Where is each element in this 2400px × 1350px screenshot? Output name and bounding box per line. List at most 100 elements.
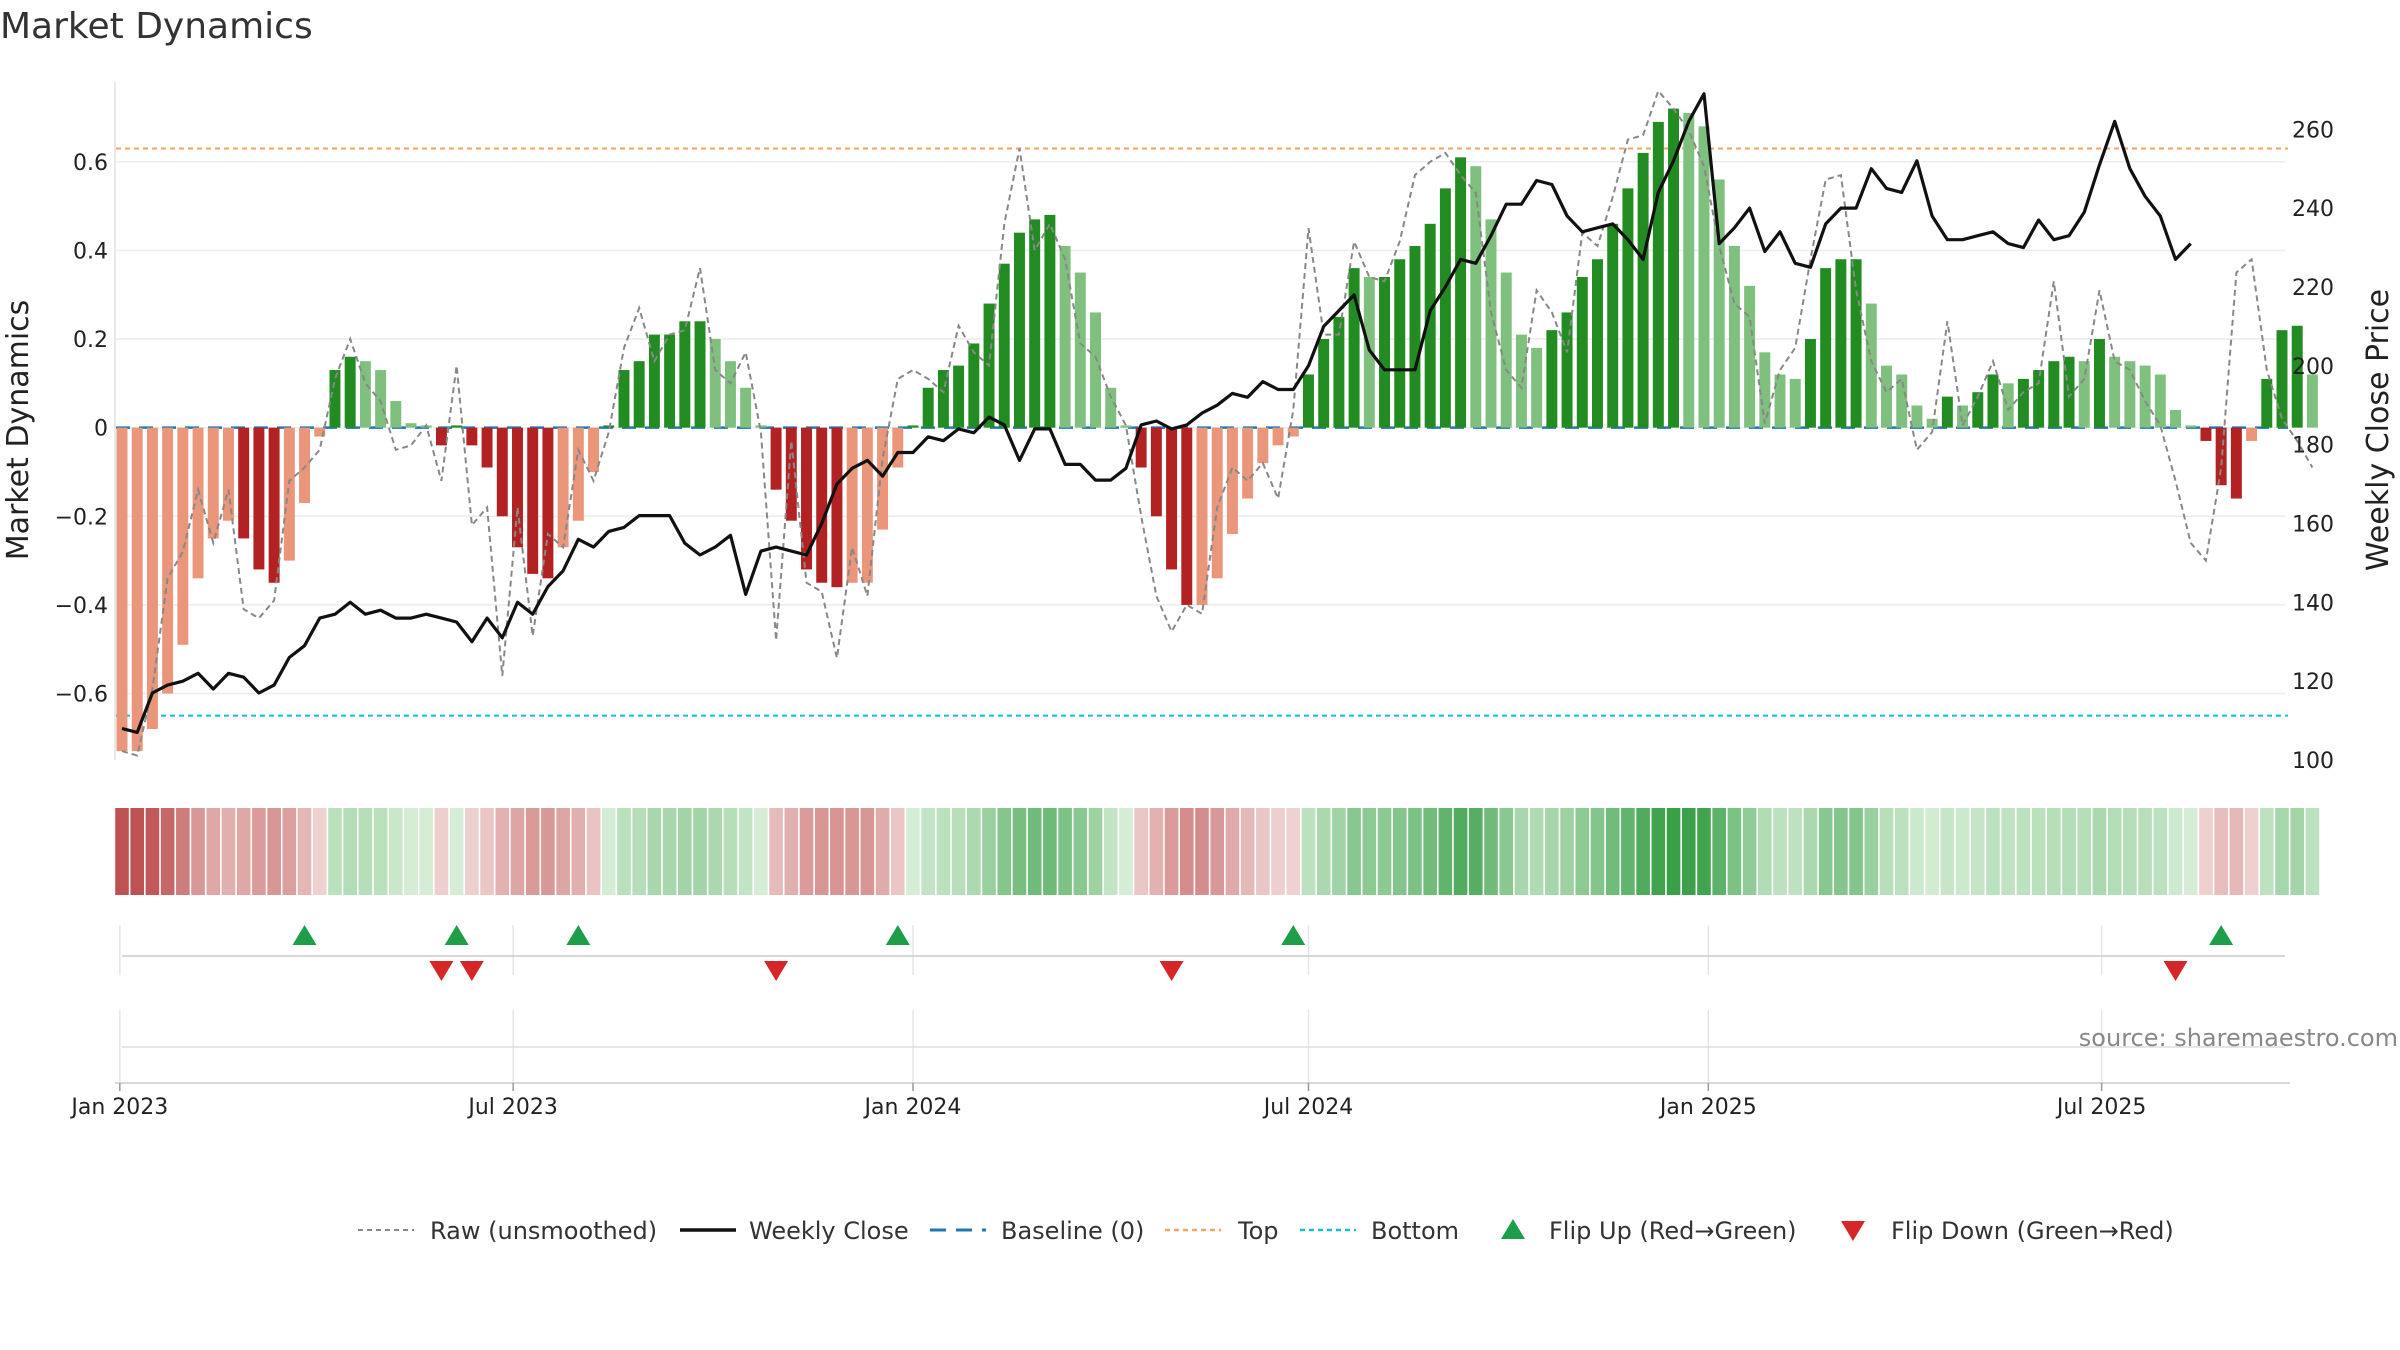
heat-cell (176, 808, 190, 895)
heat-cell (449, 808, 464, 895)
heat-cell (434, 808, 449, 895)
dynamics-bar (1333, 316, 1345, 428)
dynamics-bar (1896, 374, 1908, 428)
heat-cell (632, 808, 646, 895)
heat-cell (2214, 808, 2228, 895)
dynamics-bar (1439, 188, 1451, 428)
dynamics-bar (1941, 396, 1953, 428)
heat-cell (1925, 808, 1939, 895)
dynamics-bar (1181, 427, 1193, 605)
heat-cell (1529, 808, 1544, 895)
y-tick-label: 0.4 (73, 239, 108, 264)
heat-cell (1362, 808, 1377, 895)
dynamics-bar (146, 427, 158, 729)
dynamics-bar (359, 361, 371, 428)
heat-cell (404, 808, 418, 895)
dynamics-bar (2078, 361, 2090, 428)
y-tick-label: −0.2 (55, 505, 108, 530)
heat-cell (1727, 808, 1742, 895)
dynamics-bar (405, 423, 417, 428)
heat-cell (1955, 808, 1970, 895)
heat-cell (1392, 808, 1407, 895)
flip-down-marker (459, 961, 484, 981)
left-axis-label: Market Dynamics (1, 300, 36, 561)
dynamics-bar (1713, 179, 1725, 428)
dynamics-bar (2048, 361, 2060, 428)
heat-cell (282, 808, 297, 895)
dynamics-bar (1074, 272, 1086, 428)
dynamics-bar (496, 427, 508, 517)
dynamics-bar (953, 365, 965, 428)
heat-cell (2138, 808, 2152, 895)
dynamics-bar (481, 427, 493, 468)
dynamics-bar (1226, 427, 1238, 534)
dynamics-bar (892, 427, 904, 468)
heat-cell (1347, 808, 1361, 895)
heat-cell (662, 808, 677, 895)
dynamics-bar (664, 334, 676, 428)
heat-cell (1240, 808, 1255, 895)
dynamics-bar (1957, 405, 1969, 428)
dynamics-bar (1576, 276, 1588, 428)
dynamics-bar (2261, 378, 2273, 428)
dynamics-bar (2002, 383, 2014, 428)
dynamics-bar (1652, 121, 1664, 428)
heat-cell (1894, 808, 1909, 895)
heat-cell (799, 808, 814, 895)
heat-cell (830, 808, 844, 895)
dynamics-bar (1607, 223, 1619, 428)
dynamics-bar (2109, 356, 2121, 428)
dynamics-bar (1059, 245, 1071, 428)
dynamics-bar (1318, 339, 1330, 428)
dynamics-bar (1485, 219, 1497, 428)
dynamics-bar (192, 427, 204, 579)
flip-panel (119, 925, 2285, 981)
right-y-tick-label: 140 (2292, 591, 2334, 616)
heat-cell (814, 808, 829, 895)
x-tick-label: Jul 2023 (466, 1095, 558, 1120)
heat-cell (1621, 808, 1635, 895)
heat-cell (1818, 808, 1833, 895)
dynamics-bar (299, 427, 311, 503)
heat-cell (693, 808, 707, 895)
heat-cell (1332, 808, 1346, 895)
dynamics-bar (238, 427, 250, 539)
dynamics-bar (2139, 365, 2151, 428)
dynamics-bar (2215, 427, 2227, 486)
heat-cell (1423, 808, 1437, 895)
dynamics-bar (223, 427, 234, 521)
heat-cell (267, 808, 281, 895)
dynamics-bar (2185, 425, 2197, 428)
heat-cell (541, 808, 555, 895)
y-tick-label: 0 (94, 417, 108, 442)
right-y-tick-label: 180 (2292, 434, 2334, 459)
dynamics-bar (116, 427, 128, 752)
dynamics-bar (770, 427, 782, 490)
dynamics-bar (1029, 219, 1041, 428)
heat-cell (982, 808, 996, 895)
flip-down-marker (2163, 961, 2188, 981)
heat-cell (1986, 808, 2000, 895)
dynamics-bar (922, 387, 934, 428)
dynamics-bar (1196, 427, 1208, 605)
legend-swatch-flip-down (1841, 1221, 1865, 1241)
heat-cell (221, 808, 236, 895)
dynamics-bar (740, 387, 752, 428)
dynamics-bar (1090, 312, 1101, 428)
heat-cell (1970, 808, 1985, 895)
heat-cell (1666, 808, 1681, 895)
heat-cell (2229, 808, 2244, 895)
legend-label: Raw (unsmoothed) (430, 1217, 657, 1245)
heat-cell (875, 808, 890, 895)
heat-cell (1758, 808, 1772, 895)
dynamics-bar (2276, 330, 2288, 428)
heat-cell (860, 808, 875, 895)
y-tick-label: 0.6 (73, 151, 108, 176)
dynamics-bar (1470, 166, 1482, 428)
dynamics-bar (2170, 409, 2181, 428)
dynamics-bar (2230, 427, 2242, 499)
dynamics-bar (1242, 427, 1254, 499)
heat-cell (1940, 808, 1955, 895)
right-y-tick-label: 260 (2292, 118, 2334, 143)
heat-cell (2153, 808, 2168, 895)
